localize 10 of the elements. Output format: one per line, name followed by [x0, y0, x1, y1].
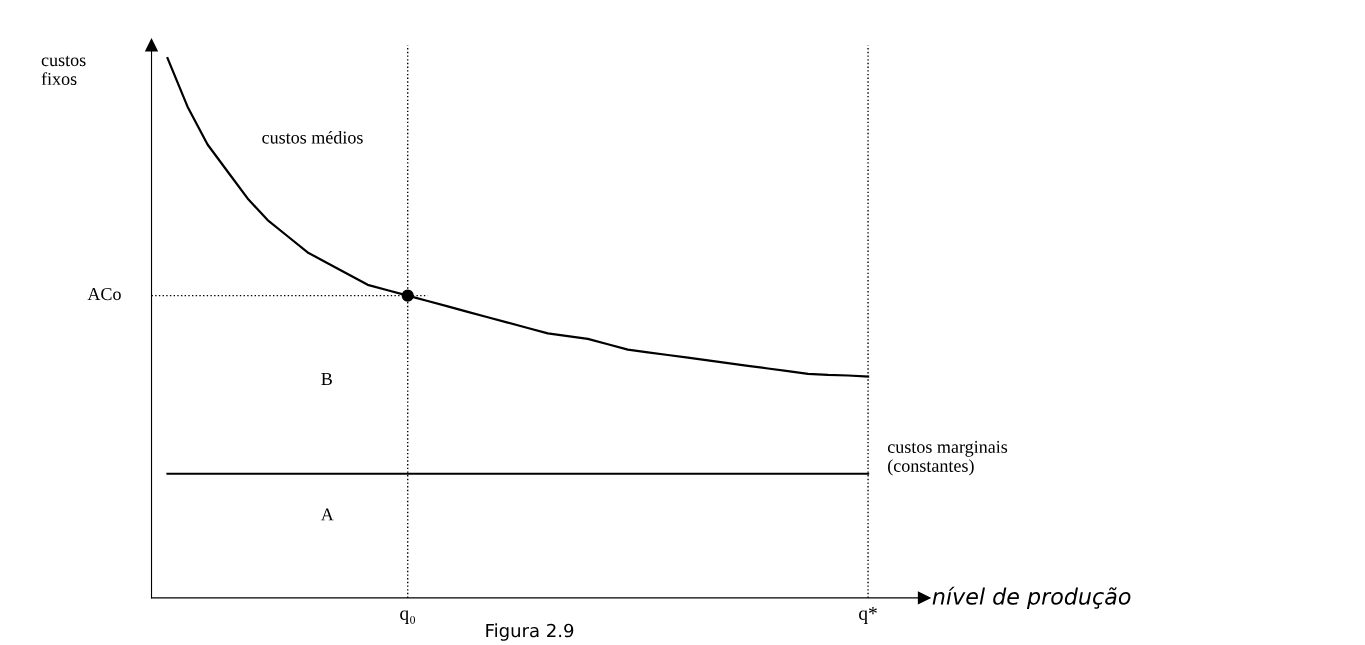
annotation: custos médios	[262, 130, 363, 144]
x-axis-title: nível de produção	[932, 586, 1131, 610]
annotation: B	[321, 373, 332, 385]
text: Figura 2.9	[486, 623, 574, 641]
text: custos marginais (constantes)	[887, 440, 1008, 476]
x-tick-label: q*	[859, 607, 877, 624]
x-tick-label: q₀	[400, 610, 416, 624]
annotation: A	[320, 508, 334, 521]
ref-line-label: ACo	[87, 288, 121, 301]
y-axis-title: custos fixos	[41, 55, 86, 86]
